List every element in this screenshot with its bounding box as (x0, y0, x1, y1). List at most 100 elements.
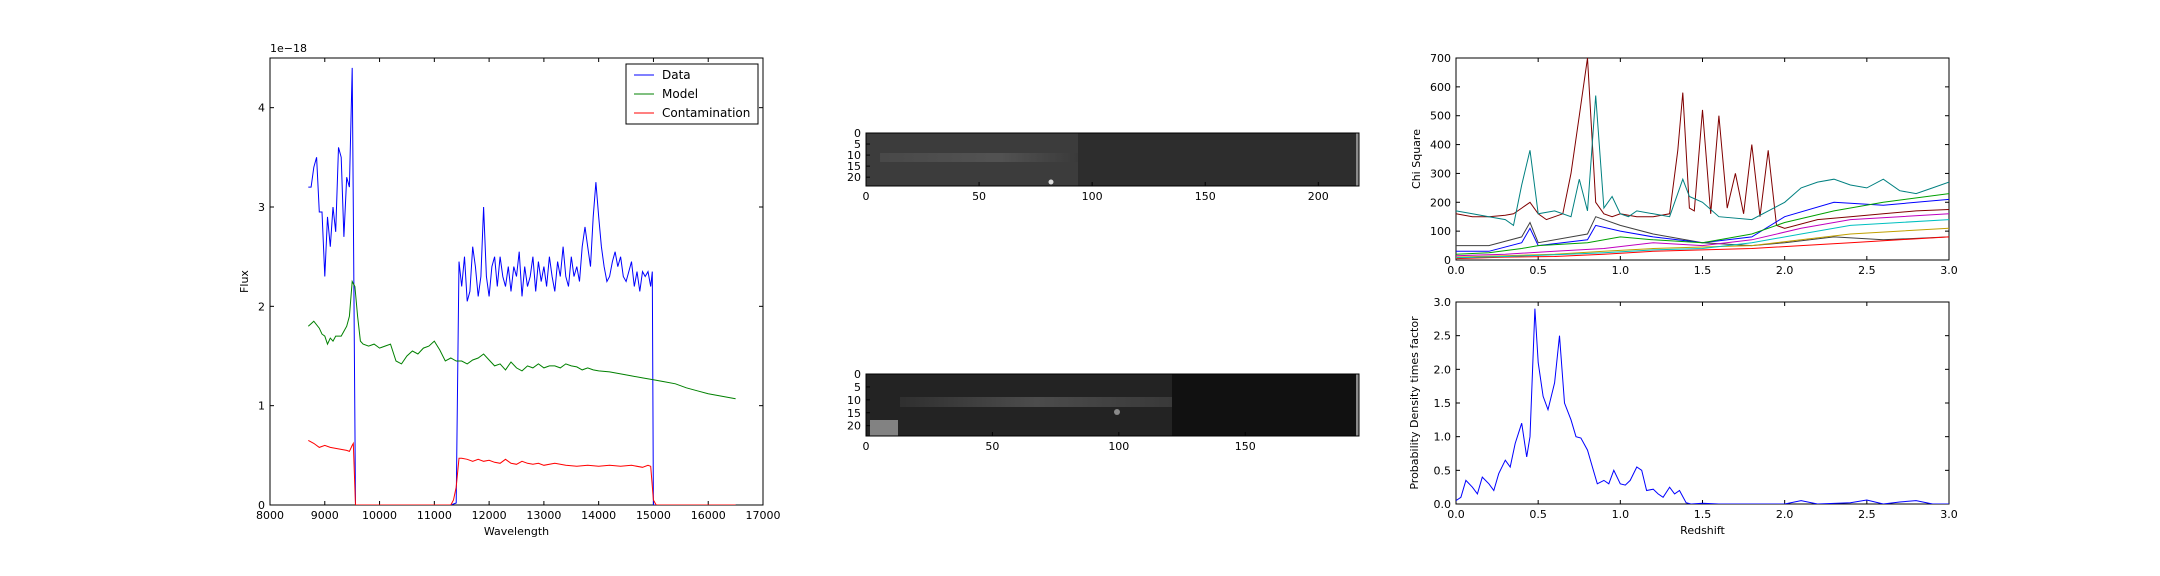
x-tick-label: 15000 (636, 509, 671, 522)
x-tick-label: 2.5 (1858, 508, 1876, 521)
x-tick-label: 3.0 (1940, 508, 1958, 521)
y-axis-label: Probability Density times factor (1408, 316, 1421, 490)
y-axis-label: Chi Square (1410, 129, 1423, 189)
x-tick-label: 14000 (581, 509, 616, 522)
x-tick-label: 13000 (526, 509, 561, 522)
y-tick-label: 500 (1430, 110, 1451, 123)
x-tick-label: 11000 (417, 509, 452, 522)
y-tick-label: 10 (847, 149, 861, 162)
y-tick-label: 0 (854, 127, 861, 140)
series-line-8 (1456, 219, 1949, 259)
thumb-bottom-spot (870, 420, 898, 436)
x-tick-label: 2.5 (1858, 264, 1876, 277)
y-tick-label: 0.5 (1434, 464, 1452, 477)
series-line-7 (1456, 236, 1949, 260)
y-tick-label: 2.5 (1434, 330, 1452, 343)
chi-square-plot: 0.0 0.5 1.0 1.5 2.0 2.5 3.0 0 100 200 300 400 500 600… (1410, 52, 1958, 277)
x-axis-label: Wavelength (484, 525, 549, 538)
axes-frame (1455, 301, 1950, 505)
x-tick-label: 8000 (256, 509, 284, 522)
legend-label-2: Contamination (662, 106, 750, 120)
y-axis-label: Flux (238, 270, 251, 293)
pdf-plot: 0.0 0.5 1.0 1.5 2.0 2.5 3.0 0.0 0.5 1.0 1.5 2.0 2.5 3… (1408, 296, 1958, 537)
axes-frame (865, 373, 1360, 437)
x-tick-label: 0.0 (1447, 264, 1465, 277)
thumb-top-trace (880, 153, 1078, 162)
y-tick-label: 600 (1430, 81, 1451, 94)
axes-frame (269, 57, 764, 506)
offset-text: 1e−18 (270, 42, 307, 55)
y-tick-label: 400 (1430, 139, 1451, 152)
x-tick-label: 2.0 (1776, 264, 1794, 277)
series-line-5 (1456, 213, 1949, 257)
series-line-4 (1456, 193, 1949, 255)
x-tick-label: 10000 (362, 509, 397, 522)
x-tick-label: 1.5 (1694, 508, 1712, 521)
y-tick-label: 1.5 (1434, 397, 1452, 410)
y-tick-label: 5 (854, 138, 861, 151)
x-tick-label: 1.0 (1612, 264, 1630, 277)
x-tick-label: 200 (1308, 190, 1329, 203)
x-tick-label: 100 (1108, 440, 1129, 453)
axes-frame (865, 132, 1360, 187)
spectrum-plot: 8000 9000 10000 11000 12000 13000 14000 15000 16… (238, 42, 781, 538)
y-tick-label: 0.0 (1434, 498, 1452, 511)
x-tick-label: 1.0 (1612, 508, 1630, 521)
y-tick-label: 100 (1430, 225, 1451, 238)
x-tick-label: 100 (1082, 190, 1103, 203)
y-tick-label: 300 (1430, 167, 1451, 180)
y-tick-label: 3 (258, 201, 265, 214)
y-tick-label: 2 (258, 300, 265, 313)
thumb-bottom-hotspot (1114, 409, 1120, 415)
x-tick-label: 0.5 (1529, 508, 1547, 521)
x-tick-label: 150 (1195, 190, 1216, 203)
x-tick-label: 0 (863, 440, 870, 453)
series-line-3 (1456, 198, 1949, 252)
legend: Data Model Contamination (625, 63, 759, 125)
series-line-0 (1456, 308, 1949, 504)
x-tick-label: 16000 (691, 509, 726, 522)
x-tick-label: 3.0 (1940, 264, 1958, 277)
y-tick-label: 1.0 (1434, 431, 1452, 444)
x-tick-label: 50 (985, 440, 999, 453)
series-line-1 (1456, 95, 1949, 227)
y-tick-label: 15 (847, 407, 861, 420)
y-tick-label: 5 (854, 381, 861, 394)
x-tick-label: 50 (972, 190, 986, 203)
series-line-2 (1456, 216, 1949, 247)
y-tick-label: 200 (1430, 196, 1451, 209)
y-tick-label: 700 (1430, 52, 1451, 65)
legend-label-0: Data (662, 68, 691, 82)
x-tick-label: 2.0 (1776, 508, 1794, 521)
series-line-0 (308, 67, 736, 505)
series-line-6 (1456, 227, 1949, 258)
x-tick-label: 0 (863, 190, 870, 203)
y-tick-label: 20 (847, 420, 861, 433)
x-tick-label: 12000 (472, 509, 507, 522)
x-axis-label: Redshift (1680, 524, 1725, 537)
x-tick-label: 0.0 (1447, 508, 1465, 521)
thumb-bottom-trace (900, 397, 1172, 407)
y-tick-label: 20 (847, 171, 861, 184)
thumb-top-edge (1356, 133, 1359, 186)
y-tick-label: 0 (854, 368, 861, 381)
x-tick-label: 17000 (746, 509, 781, 522)
thumb-bottom-edge (1356, 374, 1359, 436)
y-tick-label: 1 (258, 400, 265, 413)
y-tick-label: 0 (258, 499, 265, 512)
y-tick-label: 2.0 (1434, 363, 1452, 376)
thumb-top-hotspot (1048, 179, 1054, 185)
axes-frame (1455, 57, 1950, 261)
series-line-2 (308, 439, 736, 505)
series-line-1 (307, 279, 736, 400)
x-tick-label: 9000 (311, 509, 339, 522)
y-tick-label: 4 (258, 102, 265, 115)
legend-label-1: Model (662, 87, 698, 101)
y-tick-label: 0 (1444, 254, 1451, 267)
x-tick-label: 150 (1235, 440, 1256, 453)
x-tick-label: 1.5 (1694, 264, 1712, 277)
y-tick-label: 3.0 (1434, 296, 1452, 309)
